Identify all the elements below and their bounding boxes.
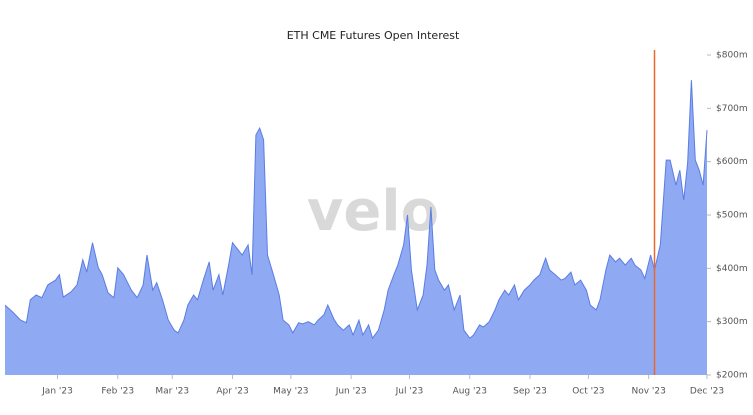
- y-tick-label: $600m: [716, 157, 748, 167]
- x-tick-label: Feb '23: [101, 387, 134, 397]
- x-tick-label: Mar '23: [155, 387, 189, 397]
- x-tick-label: Aug '23: [453, 387, 487, 397]
- x-tick-label: Jul '23: [395, 387, 424, 397]
- x-tick-label: Dec '23: [690, 387, 724, 397]
- y-tick-label: $700m: [716, 104, 748, 114]
- x-tick-label: Oct '23: [572, 387, 604, 397]
- x-tick-label: Jan '23: [41, 387, 73, 397]
- x-tick-label: May '23: [273, 387, 308, 397]
- chart-title: ETH CME Futures Open Interest: [287, 29, 460, 42]
- y-tick-label: $300m: [716, 317, 748, 327]
- x-tick-label: Apr '23: [216, 387, 248, 397]
- x-tick-label: Sep '23: [513, 387, 547, 397]
- watermark: velo: [307, 179, 439, 244]
- x-tick-label: Jun '23: [335, 387, 367, 397]
- x-tick-label: Nov '23: [631, 387, 665, 397]
- area-line: [4, 80, 708, 340]
- y-tick-label: $800m: [716, 51, 748, 61]
- y-tick-label: $500m: [716, 211, 748, 221]
- y-tick-label: $200m: [716, 371, 748, 381]
- y-tick-label: $400m: [716, 264, 748, 274]
- area: [5, 80, 707, 375]
